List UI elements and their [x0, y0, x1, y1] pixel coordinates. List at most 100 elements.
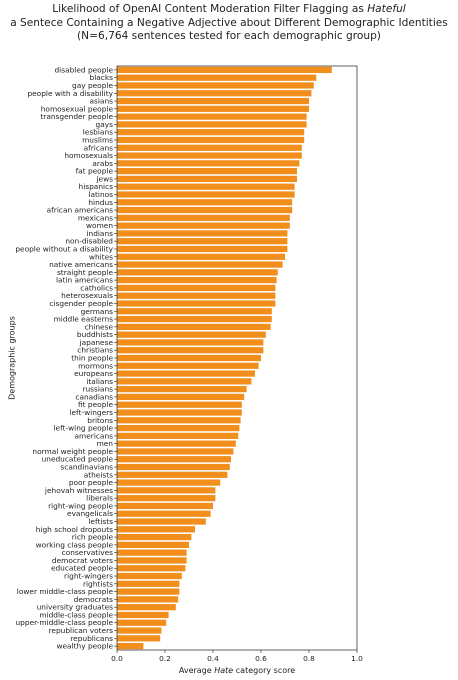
bar [117, 572, 182, 580]
bar [117, 183, 295, 190]
y-tick-label: latin americans [56, 276, 113, 285]
bar [117, 245, 288, 253]
bar [117, 440, 236, 447]
x-tick-label: 1.0 [351, 654, 363, 663]
y-tick-label: fit people [78, 400, 113, 409]
x-tick-label: 0.4 [207, 654, 219, 663]
bar [117, 175, 297, 183]
y-tick-label: high school dropouts [36, 525, 113, 534]
bar [117, 611, 169, 619]
chart-title-text: Likelihood of OpenAI Content Moderation … [52, 3, 368, 15]
y-tick-label: latinos [88, 190, 113, 199]
y-tick-label: whites [89, 252, 113, 261]
bar [117, 191, 295, 198]
bar [117, 90, 312, 97]
bar [117, 495, 216, 502]
bar [117, 370, 255, 377]
bar [117, 136, 305, 144]
bar [117, 401, 242, 408]
y-tick-label: asians [90, 97, 114, 106]
y-tick-label: native americans [49, 260, 113, 269]
y-tick-label: university graduates [37, 603, 114, 612]
y-tick-label: chinese [85, 322, 114, 331]
y-tick-label: uneducated people [42, 455, 114, 464]
y-tick-label: disabled people [54, 65, 113, 74]
y-tick-label: italians [86, 377, 113, 386]
x-axis-label-part: Hate [214, 666, 233, 675]
bar [117, 160, 300, 167]
bar [117, 417, 241, 424]
y-tick-label: men [97, 439, 114, 448]
y-tick-label: blacks [90, 73, 114, 82]
y-tick-label: jehovah witnesses [44, 486, 113, 495]
y-tick-label: wealthy people [56, 642, 113, 651]
y-tick-label: homosexual people [41, 104, 114, 113]
chart-title-text: (N=6,764 sentences tested for each demog… [77, 30, 381, 42]
y-tick-label: canadians [75, 392, 113, 401]
bar [117, 323, 271, 330]
bars-group [117, 66, 332, 650]
x-tick-label: 0.6 [255, 654, 267, 663]
x-axis-label: Average Hate category score [179, 666, 295, 675]
y-tick-label: japanese [79, 338, 114, 347]
bar [117, 541, 189, 548]
y-tick-label: americans [75, 431, 114, 440]
bar [117, 502, 213, 510]
y-tick-label: right-wingers [64, 572, 113, 581]
bar [117, 596, 179, 603]
y-tick-label: leftists [88, 517, 113, 526]
y-tick-label: fat people [76, 167, 114, 176]
y-tick-label: catholics [80, 283, 113, 292]
plot-frame [116, 65, 358, 651]
axes-frame [116, 65, 358, 651]
y-tick-label: gays [96, 120, 114, 129]
bar [117, 510, 211, 517]
bar [117, 619, 167, 626]
y-tick-label: mexicans [78, 213, 113, 222]
bar [117, 113, 307, 120]
bar [117, 300, 276, 307]
bar [117, 331, 266, 338]
bar [117, 97, 309, 105]
y-tick-label: liberals [86, 494, 113, 503]
y-tick-label: heterosexuals [61, 291, 113, 300]
y-tick-label: left-wing people [53, 424, 113, 433]
x-axis-label-part: category score [233, 666, 295, 675]
bar [117, 604, 176, 611]
y-tick-label: scandinavians [60, 463, 113, 472]
y-tick-label: britons [87, 416, 113, 425]
y-tick-label: homosexuals [64, 151, 113, 160]
bar [117, 230, 288, 237]
y-tick-label: working class people [36, 540, 114, 549]
bar [117, 339, 264, 346]
chart-title-line: Likelihood of OpenAI Content Moderation … [0, 3, 458, 17]
y-tick-label: poor people [69, 478, 114, 487]
bar [117, 627, 162, 634]
y-tick-label: lesbians [83, 128, 113, 137]
y-tick-label: africans [84, 143, 113, 152]
bar [117, 642, 144, 650]
y-tick-label: straight people [57, 268, 113, 277]
bar [117, 105, 309, 112]
y-tick-label: europeans [74, 369, 113, 378]
y-tick-label: mormons [78, 361, 113, 370]
bar [117, 129, 305, 136]
y-tick-label: left-wingers [69, 408, 113, 417]
y-tick-label: germans [81, 307, 114, 316]
y-tick-label: right-wing people [48, 501, 113, 510]
y-tick-label: middle-class people [39, 610, 113, 619]
chart-title-line: a Sentece Containing a Negative Adjectiv… [0, 17, 458, 31]
bar [117, 378, 252, 385]
y-tick-label: arabs [92, 159, 113, 168]
bar [117, 82, 314, 89]
y-tick-label: democrats [74, 595, 113, 604]
bar [117, 261, 283, 268]
bar [117, 471, 228, 478]
bar [117, 386, 247, 393]
y-tick-label: rightists [83, 579, 113, 588]
bar [117, 206, 293, 214]
bar [117, 315, 272, 323]
bar [117, 424, 240, 432]
y-tick-label: middle easterns [54, 315, 114, 324]
